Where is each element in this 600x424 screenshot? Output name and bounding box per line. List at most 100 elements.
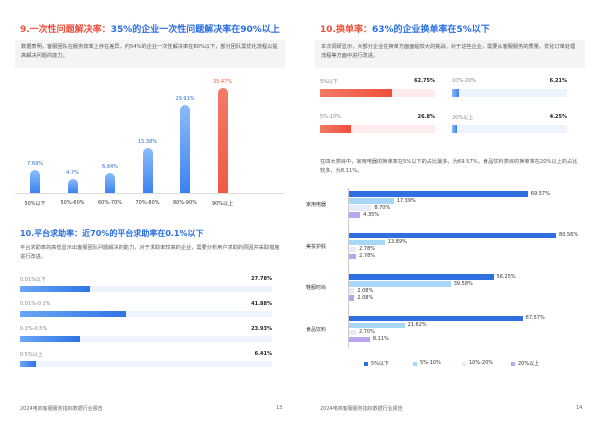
data-label: 8.11% xyxy=(372,336,389,342)
bar xyxy=(349,281,451,287)
legend-swatch xyxy=(413,362,417,366)
legend-label: 5%-10% xyxy=(420,360,441,366)
progress-value: 23.93% xyxy=(251,326,272,332)
progress-value: 6.41% xyxy=(254,351,272,357)
legend-swatch xyxy=(511,362,515,366)
section2-intro: 平台求助率的高低显示出客服团队问题解决的能力，对于求助率较高的企业，需要分析用户… xyxy=(20,245,280,260)
bar xyxy=(349,253,357,259)
data-label: 17.39% xyxy=(396,197,416,204)
data-label: 29.91% xyxy=(175,95,195,102)
progress-fill xyxy=(20,336,81,342)
column-bar xyxy=(105,172,115,193)
bar xyxy=(349,295,355,301)
progress-label: 0.5%以上 xyxy=(20,352,43,358)
section-title: 9.一次性问题解决率：35%的企业一次性问题解决率在90%以上 xyxy=(20,22,280,35)
page-14: 10.换单率：63%的企业换单率在5%以下 本次调研显示，大部分企业在换单方面面… xyxy=(300,0,600,424)
bar xyxy=(349,191,528,197)
tick-label: 60%-70% xyxy=(97,200,123,206)
intro-box: 本次调研显示，大部分企业在换单方面面临较大的挑战。对于这些企业，需要从客服服务的… xyxy=(315,40,585,68)
section2-title: 10.平台求助率：近70%的平台求助率在0.1%以下 xyxy=(20,228,204,239)
bar xyxy=(349,246,357,252)
data-label: 8.70% xyxy=(374,204,391,211)
panel-track xyxy=(320,89,435,97)
category-label: 家用电器 xyxy=(306,202,327,208)
panel-fill xyxy=(452,89,460,97)
page-number: 13 xyxy=(276,405,283,411)
legend-swatch xyxy=(462,362,466,366)
data-label: 6.84% xyxy=(102,163,118,170)
progress-track xyxy=(20,286,272,292)
panel-track xyxy=(452,125,567,133)
progress-track xyxy=(20,311,272,317)
legend-swatch xyxy=(364,362,368,366)
column-bar xyxy=(142,147,153,193)
column-bar xyxy=(180,104,190,193)
progress-fill xyxy=(20,286,90,292)
panel-fill xyxy=(452,125,457,133)
bar xyxy=(349,329,356,335)
panel-value: 6.21% xyxy=(549,78,567,84)
category-label: 鞋服时尚 xyxy=(306,285,327,291)
bar xyxy=(349,315,523,321)
rate-panels: 5%以下 62.75% 10%-20% 6.21% 5%-10% 26.8% 20%以上 4.… xyxy=(320,78,585,148)
category-label: 美妆护肤 xyxy=(306,243,327,250)
panel-value: 26.8% xyxy=(417,114,435,120)
data-label: 21.62% xyxy=(407,322,427,328)
data-label: 2.08% xyxy=(357,294,374,301)
category-label: 食品饮料 xyxy=(306,326,327,333)
legend-label: 20%以上 xyxy=(518,361,540,367)
panel-label: 20%以上 xyxy=(452,115,474,121)
data-label: 4.7% xyxy=(66,170,79,177)
bar xyxy=(349,274,494,280)
tick-label: 70%-80% xyxy=(135,200,160,206)
tick-label: 50%-60% xyxy=(60,200,85,206)
progress-label: 0.01%-0.1% xyxy=(20,301,51,307)
section-title: 10.换单率：63%的企业换单率在5%以下 xyxy=(320,22,490,35)
legend-label: 5%以下 xyxy=(371,361,389,367)
data-label: 2.78% xyxy=(359,253,376,259)
panel-track xyxy=(452,89,567,97)
progress-label: 0.01%以下 xyxy=(20,277,46,283)
tick-label: 80%-90% xyxy=(172,200,198,206)
tick-label: 90%以上 xyxy=(211,201,234,207)
title-main: 近70%的平台求助率在0.1%以下 xyxy=(82,229,204,238)
column-bar xyxy=(217,88,228,193)
progress-track xyxy=(20,336,272,342)
footer-title: 2024电商客服服务指标数据行业报告 xyxy=(20,406,103,412)
column-bar xyxy=(67,179,78,193)
panel-label: 5%-10% xyxy=(320,114,341,120)
data-label: 2.70% xyxy=(358,329,375,335)
page-13: 9.一次性问题解决率：35%的企业一次性问题解决率在90%以上 数据表明，客服团… xyxy=(15,22,285,412)
panel-label: 5%以下 xyxy=(320,79,338,85)
data-label: 80.56% xyxy=(559,232,579,238)
bar xyxy=(349,336,370,342)
progress-track xyxy=(20,361,272,367)
legend-label: 10%-20% xyxy=(469,360,494,366)
bar xyxy=(349,239,385,245)
panel-value: 62.75% xyxy=(414,78,435,84)
bar xyxy=(349,212,361,218)
bar xyxy=(349,322,405,328)
progress-value: 27.78% xyxy=(251,276,272,282)
data-label: 4.35% xyxy=(363,211,380,218)
title-prefix: 10.平台求助率： xyxy=(20,229,83,238)
panel-track xyxy=(320,125,435,133)
bar xyxy=(349,288,355,294)
progress-value: 41.88% xyxy=(251,301,272,307)
column-chart: 7.69% 50%以下 4.7% 50%-60% 6.84% 60%-70% 15.38% 7… xyxy=(15,70,285,215)
bar xyxy=(349,198,394,204)
data-label: 13.89% xyxy=(387,239,407,245)
data-label: 35.47% xyxy=(212,79,233,86)
x-axis xyxy=(15,193,285,194)
progress-label: 0.1%-0.5% xyxy=(20,326,48,332)
intro-box: 数据表明，客服团队在服务效率上存在差异，约54%的企业一次性解决率在80%以下，… xyxy=(15,40,285,68)
footer-title: 2024电商客服服务指标数据行业报告 xyxy=(320,406,403,412)
panel-value: 4.25% xyxy=(549,114,567,120)
progress-fill xyxy=(20,311,126,317)
horizontal-bar-chart: 家用电器 69.57% 17.39% 8.70% 4.35% 美妆护肤 80.56% 13.8… xyxy=(300,188,600,373)
data-label: 2.08% xyxy=(357,287,374,294)
data-label: 67.57% xyxy=(525,315,545,321)
progress-fill xyxy=(20,361,37,367)
data-label: 2.78% xyxy=(359,246,376,252)
panel-fill xyxy=(320,125,351,133)
